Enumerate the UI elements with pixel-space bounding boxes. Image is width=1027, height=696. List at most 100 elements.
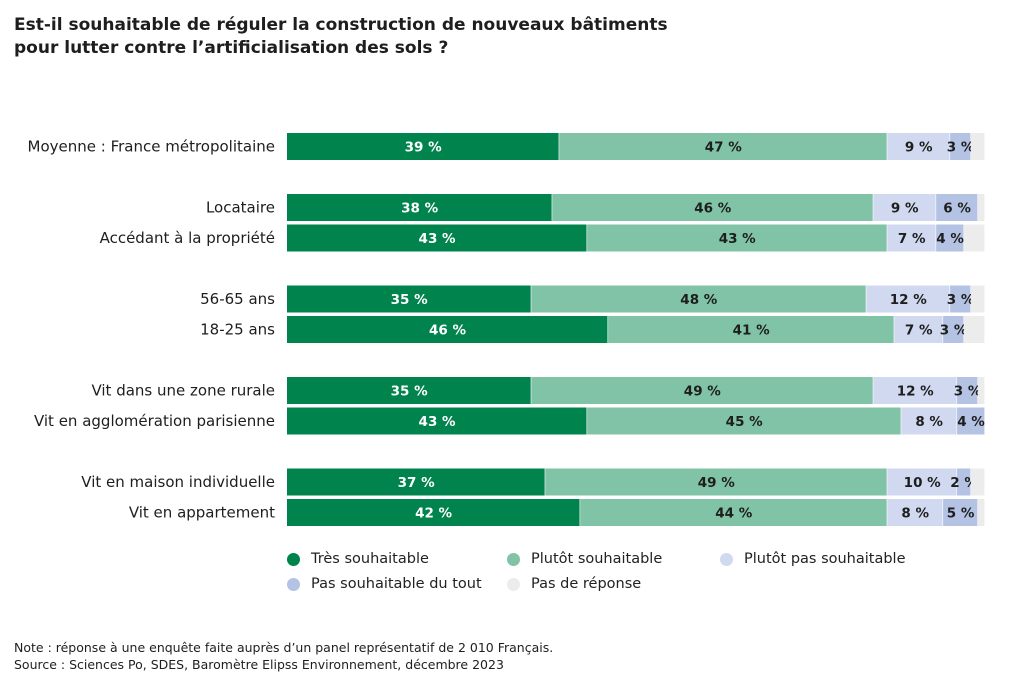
category-label-56-65-ans: 56-65 ans	[200, 290, 275, 308]
data-label-pas-souhaitable-du-tout-vit-en-appartement: 5 %	[947, 506, 975, 522]
chart-title-line-1: Est-il souhaitable de réguler la constru…	[14, 15, 668, 35]
bar-plutot-souhaitable-vit-dans-une-zone-rurale	[531, 377, 873, 404]
bar-plutot-souhaitable-vit-en-maison-individuelle	[545, 468, 887, 496]
category-label-vit-en-agglomeration-parisienne: Vit en agglomération parisienne	[34, 412, 275, 430]
bar-plutot-souhaitable-vit-en-appartement	[580, 499, 887, 526]
data-label-plutot-souhaitable-accedant-a-la-propriete: 43 %	[719, 231, 756, 247]
bar-pas-souhaitable-du-tout-moyenne-france-metropolitaine	[950, 133, 971, 160]
bar-tres-souhaitable-vit-en-maison-individuelle	[287, 468, 545, 496]
data-label-pas-souhaitable-du-tout-18-25-ans: 3 %	[940, 323, 968, 339]
legend-item-plutot-pas-souhaitable: Plutôt pas souhaitable	[720, 551, 906, 567]
legend-label-plutot-souhaitable: Plutôt souhaitable	[531, 551, 663, 567]
bar-plutot-pas-souhaitable-vit-dans-une-zone-rurale	[873, 377, 957, 404]
data-label-pas-souhaitable-du-tout-moyenne-france-metropolitaine: 3 %	[947, 140, 975, 156]
data-label-pas-souhaitable-du-tout-vit-en-agglomeration-parisienne: 4 %	[957, 414, 985, 430]
data-label-plutot-souhaitable-vit-en-agglomeration-parisienne: 45 %	[726, 414, 763, 430]
category-label-18-25-ans: 18-25 ans	[200, 321, 275, 339]
data-label-plutot-souhaitable-vit-en-appartement: 44 %	[715, 506, 752, 522]
legend-swatch-plutot-souhaitable	[507, 552, 520, 566]
legend-item-tres-souhaitable: Très souhaitable	[287, 551, 429, 567]
data-label-tres-souhaitable-accedant-a-la-propriete: 43 %	[419, 231, 456, 247]
chart-notes: Note : réponse à une enquête faite auprè…	[14, 639, 553, 673]
bar-pas-de-reponse-locataire	[978, 194, 985, 221]
bar-plutot-souhaitable-vit-en-agglomeration-parisienne	[587, 407, 901, 435]
legend-label-pas-de-reponse: Pas de réponse	[531, 576, 642, 592]
bar-pas-souhaitable-du-tout-56-65-ans	[950, 285, 971, 313]
bar-tres-souhaitable-18-25-ans	[287, 316, 608, 343]
legend-item-pas-souhaitable-du-tout: Pas souhaitable du tout	[287, 576, 482, 592]
bar-pas-de-reponse-vit-en-maison-individuelle	[971, 468, 985, 496]
data-label-pas-souhaitable-du-tout-accedant-a-la-propriete: 4 %	[936, 231, 964, 247]
bar-plutot-pas-souhaitable-locataire	[873, 194, 936, 221]
legend-swatch-pas-de-reponse	[507, 577, 520, 591]
bar-tres-souhaitable-vit-en-appartement	[287, 499, 580, 526]
bar-tres-souhaitable-vit-dans-une-zone-rurale	[287, 377, 531, 404]
bar-pas-souhaitable-du-tout-vit-dans-une-zone-rurale	[957, 377, 978, 404]
chart-title: Est-il souhaitable de réguler la constru…	[14, 14, 668, 60]
data-label-plutot-souhaitable-18-25-ans: 41 %	[733, 323, 770, 339]
bar-pas-de-reponse-56-65-ans	[971, 285, 985, 313]
data-label-plutot-souhaitable-vit-en-maison-individuelle: 49 %	[698, 475, 735, 491]
data-label-pas-souhaitable-du-tout-vit-dans-une-zone-rurale: 3 %	[954, 384, 982, 400]
bar-plutot-pas-souhaitable-vit-en-appartement	[887, 499, 943, 526]
data-label-tres-souhaitable-56-65-ans: 35 %	[391, 292, 428, 308]
bar-tres-souhaitable-vit-en-agglomeration-parisienne	[287, 407, 587, 435]
bar-pas-souhaitable-du-tout-vit-en-agglomeration-parisienne	[957, 407, 985, 435]
bar-pas-souhaitable-du-tout-vit-en-maison-individuelle	[957, 468, 971, 496]
bar-pas-souhaitable-du-tout-18-25-ans	[943, 316, 964, 343]
data-label-plutot-pas-souhaitable-vit-en-appartement: 8 %	[901, 506, 929, 522]
legend-swatch-pas-souhaitable-du-tout	[287, 577, 300, 591]
data-label-pas-souhaitable-du-tout-locataire: 6 %	[943, 201, 971, 217]
bar-plutot-pas-souhaitable-accedant-a-la-propriete	[887, 224, 936, 252]
note-text: Note : réponse à une enquête faite auprè…	[14, 640, 554, 655]
bar-plutot-pas-souhaitable-moyenne-france-metropolitaine	[887, 133, 950, 160]
data-label-plutot-souhaitable-locataire: 46 %	[694, 201, 731, 217]
bar-pas-souhaitable-du-tout-vit-en-appartement	[943, 499, 978, 526]
category-label-vit-dans-une-zone-rurale: Vit dans une zone rurale	[91, 382, 275, 400]
data-label-tres-souhaitable-18-25-ans: 46 %	[429, 323, 466, 339]
category-label-vit-en-appartement: Vit en appartement	[129, 504, 275, 522]
bar-pas-souhaitable-du-tout-accedant-a-la-propriete	[936, 224, 964, 252]
data-label-plutot-pas-souhaitable-moyenne-france-metropolitaine: 9 %	[905, 140, 933, 156]
data-label-plutot-pas-souhaitable-vit-dans-une-zone-rurale: 12 %	[897, 384, 934, 400]
data-label-tres-souhaitable-vit-en-appartement: 42 %	[415, 506, 452, 522]
bar-plutot-souhaitable-locataire	[552, 194, 873, 221]
data-label-plutot-pas-souhaitable-locataire: 9 %	[891, 201, 919, 217]
category-label-moyenne-france-metropolitaine: Moyenne : France métropolitaine	[28, 138, 275, 156]
legend-swatch-tres-souhaitable	[287, 552, 300, 566]
bar-plutot-pas-souhaitable-56-65-ans	[866, 285, 950, 313]
bar-plutot-pas-souhaitable-vit-en-maison-individuelle	[887, 468, 957, 496]
legend-item-pas-de-reponse: Pas de réponse	[507, 576, 641, 592]
bar-plutot-souhaitable-56-65-ans	[531, 285, 866, 313]
legend-label-pas-souhaitable-du-tout: Pas souhaitable du tout	[311, 576, 482, 592]
data-label-tres-souhaitable-vit-en-maison-individuelle: 37 %	[398, 475, 435, 491]
data-label-tres-souhaitable-locataire: 38 %	[401, 201, 438, 217]
bar-pas-de-reponse-vit-en-appartement	[978, 499, 985, 526]
data-label-plutot-pas-souhaitable-vit-en-maison-individuelle: 10 %	[904, 475, 941, 491]
data-label-plutot-souhaitable-moyenne-france-metropolitaine: 47 %	[705, 140, 742, 156]
data-label-plutot-pas-souhaitable-accedant-a-la-propriete: 7 %	[898, 231, 926, 247]
bar-tres-souhaitable-56-65-ans	[287, 285, 531, 313]
data-label-pas-souhaitable-du-tout-56-65-ans: 3 %	[947, 292, 975, 308]
legend-item-plutot-souhaitable: Plutôt souhaitable	[507, 551, 662, 567]
bar-pas-de-reponse-18-25-ans	[964, 316, 985, 343]
legend-swatch-plutot-pas-souhaitable	[720, 552, 733, 566]
data-label-tres-souhaitable-vit-en-agglomeration-parisienne: 43 %	[419, 414, 456, 430]
data-label-plutot-pas-souhaitable-vit-en-agglomeration-parisienne: 8 %	[915, 414, 943, 430]
bar-pas-de-reponse-moyenne-france-metropolitaine	[971, 133, 985, 160]
bar-plutot-souhaitable-moyenne-france-metropolitaine	[559, 133, 887, 160]
bar-plutot-pas-souhaitable-vit-en-agglomeration-parisienne	[901, 407, 957, 435]
data-label-plutot-souhaitable-vit-dans-une-zone-rurale: 49 %	[684, 384, 721, 400]
legend-label-tres-souhaitable: Très souhaitable	[311, 551, 429, 567]
bar-plutot-souhaitable-18-25-ans	[608, 316, 894, 343]
source-text: Source : Sciences Po, SDES, Baromètre El…	[14, 657, 504, 672]
data-label-plutot-pas-souhaitable-56-65-ans: 12 %	[890, 292, 927, 308]
bar-plutot-pas-souhaitable-18-25-ans	[894, 316, 943, 343]
chart-title-line-2: pour lutter contre l’artificialisation d…	[14, 38, 449, 58]
stacked-bar-chart: Moyenne : France métropolitaine 39 % 47 % 9…	[28, 133, 985, 526]
bar-tres-souhaitable-accedant-a-la-propriete	[287, 224, 587, 252]
category-label-vit-en-maison-individuelle: Vit en maison individuelle	[81, 473, 275, 491]
category-label-locataire: Locataire	[206, 199, 275, 217]
data-label-plutot-souhaitable-56-65-ans: 48 %	[680, 292, 717, 308]
data-label-plutot-pas-souhaitable-18-25-ans: 7 %	[905, 323, 933, 339]
